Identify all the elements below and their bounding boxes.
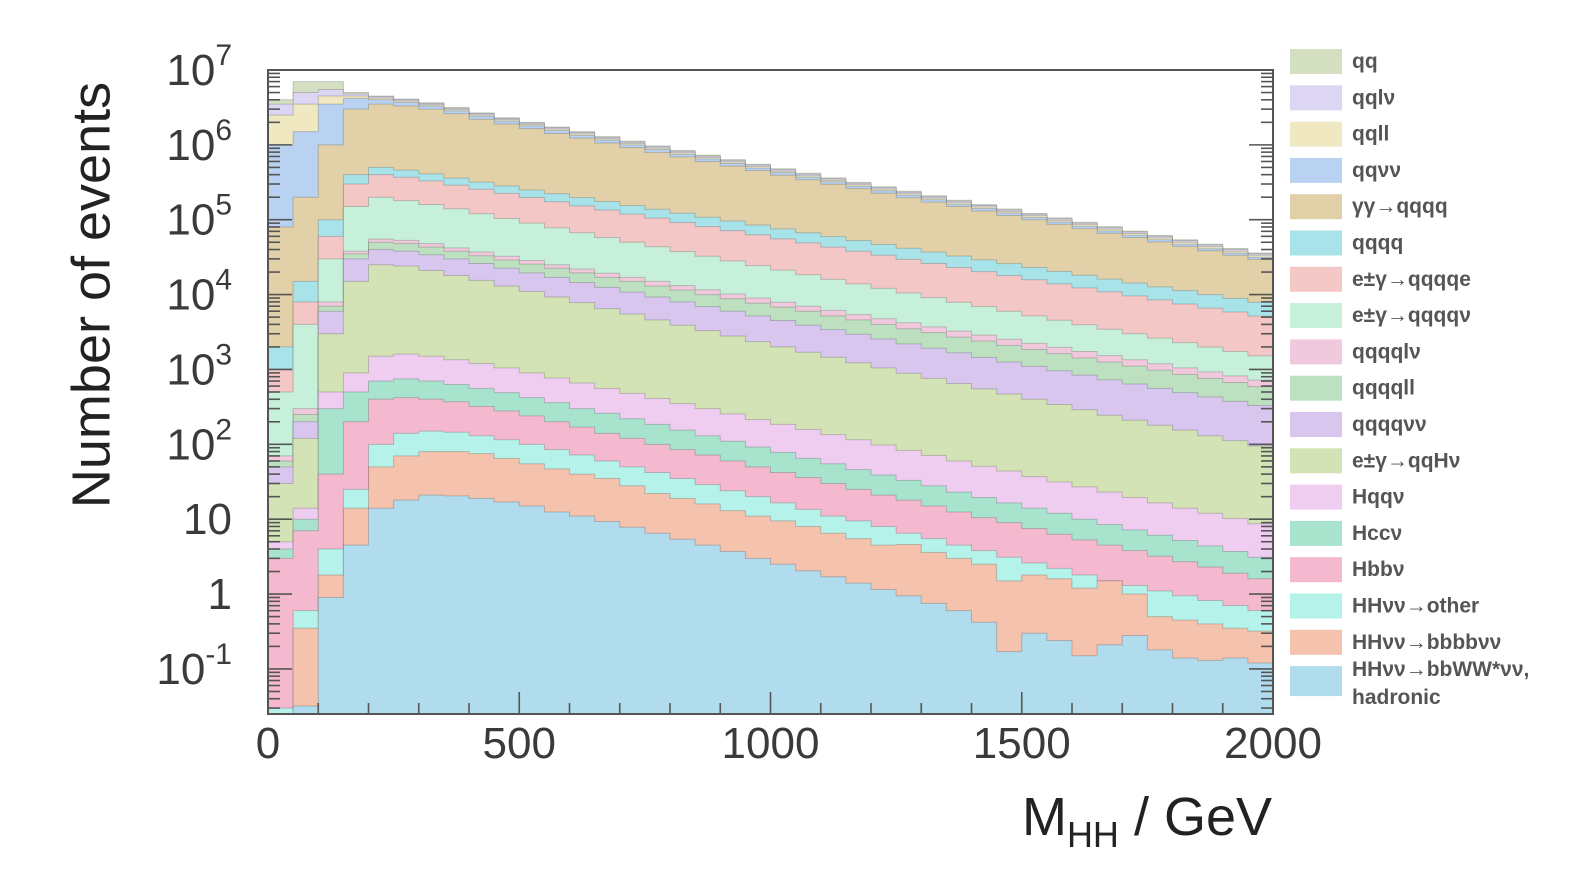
legend-label: e±γ→qqHν bbox=[1352, 449, 1460, 472]
legend-swatch bbox=[1290, 557, 1342, 583]
legend-label: qqqqll bbox=[1352, 377, 1415, 400]
legend-label: qqνν bbox=[1352, 159, 1401, 182]
y-tick-label: 104 bbox=[166, 264, 232, 320]
legend-swatch bbox=[1290, 629, 1342, 655]
legend-swatch bbox=[1290, 484, 1342, 510]
legend-swatch bbox=[1290, 448, 1342, 474]
legend-label: qqqqνν bbox=[1352, 413, 1427, 436]
legend-swatch bbox=[1290, 121, 1342, 147]
x-tick-label: 500 bbox=[483, 719, 556, 768]
y-tick-label: 103 bbox=[166, 338, 232, 394]
legend-label: qqqq bbox=[1352, 232, 1403, 255]
y-tick-label: 10 bbox=[183, 495, 232, 544]
y-tick-label: 1 bbox=[208, 570, 232, 619]
legend-swatch bbox=[1290, 266, 1342, 292]
legend-swatch bbox=[1290, 303, 1342, 329]
legend-swatch bbox=[1290, 194, 1342, 220]
legend-swatch bbox=[1290, 520, 1342, 546]
x-axis-title: MHH / GeV bbox=[1022, 787, 1272, 855]
legend-label: HHνν→bbWW*νν, bbox=[1352, 658, 1529, 681]
y-tick-label: 102 bbox=[166, 413, 232, 469]
ticks-layer bbox=[267, 69, 1274, 714]
legend-swatch bbox=[1290, 157, 1342, 183]
legend-swatch bbox=[1290, 666, 1342, 697]
legend-swatch bbox=[1290, 339, 1342, 365]
y-tick-label: 106 bbox=[166, 114, 232, 170]
y-tick-label: 105 bbox=[166, 189, 232, 245]
legend-label: qqlν bbox=[1352, 86, 1395, 109]
legend-label-line2: hadronic bbox=[1352, 686, 1441, 709]
legend-label: γγ→qqqq bbox=[1352, 195, 1448, 218]
legend-label: HHνν→bbbbνν bbox=[1352, 631, 1501, 654]
legend-label: Hqqν bbox=[1352, 486, 1405, 509]
legend-swatch bbox=[1290, 49, 1342, 74]
legend-swatch bbox=[1290, 375, 1342, 401]
legend-swatch bbox=[1290, 230, 1342, 256]
legend-label: e±γ→qqqqν bbox=[1352, 304, 1471, 327]
y-tick-label: 107 bbox=[166, 39, 232, 95]
x-axis-title-sub: HH bbox=[1067, 814, 1119, 855]
legend-swatch bbox=[1290, 85, 1342, 111]
legend-label: Hbbν bbox=[1352, 558, 1405, 581]
legend-label: qq bbox=[1352, 50, 1378, 73]
x-tick-label: 1000 bbox=[722, 719, 820, 768]
legend-label: Hccν bbox=[1352, 522, 1402, 545]
x-axis-title-main: M bbox=[1022, 787, 1067, 847]
legend-swatch bbox=[1290, 412, 1342, 437]
stack-layer-HH-bbWW-hadronic bbox=[268, 494, 1274, 715]
legend: qqqqlνqqllqqννγγ→qqqqqqqqe±γ→qqqqee±γ→qq… bbox=[1290, 49, 1529, 709]
x-tick-label: 2000 bbox=[1224, 719, 1322, 768]
legend-swatch bbox=[1290, 593, 1342, 619]
x-tick-label: 1500 bbox=[973, 719, 1071, 768]
x-axis-title-rest: / GeV bbox=[1119, 787, 1272, 847]
legend-label: HHνν→other bbox=[1352, 595, 1479, 618]
x-tick-label: 0 bbox=[256, 719, 280, 768]
stack-layer bbox=[267, 81, 1274, 715]
legend-label: e±γ→qqqqe bbox=[1352, 268, 1471, 291]
legend-label: qqll bbox=[1352, 123, 1389, 146]
y-axis-title: Number of events bbox=[61, 82, 121, 508]
x-tick-labels: 0 500 1000 1500 2000 bbox=[256, 719, 1322, 768]
y-tick-label: 10-1 bbox=[156, 638, 232, 694]
legend-label: qqqqlν bbox=[1352, 340, 1421, 363]
